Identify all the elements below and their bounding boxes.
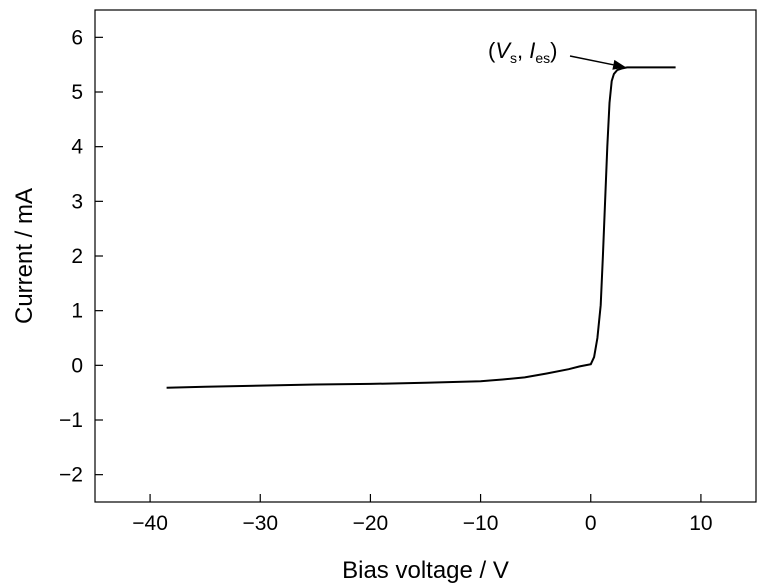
saturation-point-annotation: (Vs, Ies): [488, 38, 627, 70]
annotation-arrowhead: [612, 59, 627, 70]
x-tick-label: −30: [242, 512, 278, 535]
x-tick-label: −40: [132, 512, 168, 535]
y-tick-label: 6: [71, 26, 83, 49]
x-axis-title: Bias voltage / V: [342, 557, 509, 584]
y-tick-label: 3: [71, 190, 83, 213]
x-tick-label: 0: [585, 512, 597, 535]
x-tick-label: −20: [353, 512, 389, 535]
y-tick-label: 1: [71, 300, 83, 323]
plot-frame: [94, 9, 757, 503]
y-tick-label: 4: [71, 136, 83, 159]
y-axis-title: Current / mA: [11, 188, 38, 324]
y-tick-label: 5: [71, 81, 83, 104]
y-tick-label: 2: [71, 245, 83, 268]
y-tick-label: −2: [59, 464, 83, 487]
annotation-arrow-line: [569, 55, 614, 66]
x-tick-label: −10: [463, 512, 499, 535]
saturation-point-label: (Vs, Ies): [488, 38, 558, 66]
x-tick-label: 10: [689, 512, 712, 535]
y-tick-label: 0: [71, 354, 83, 377]
y-tick-label: −1: [59, 409, 83, 432]
current-voltage-series-line: [166, 66, 676, 389]
